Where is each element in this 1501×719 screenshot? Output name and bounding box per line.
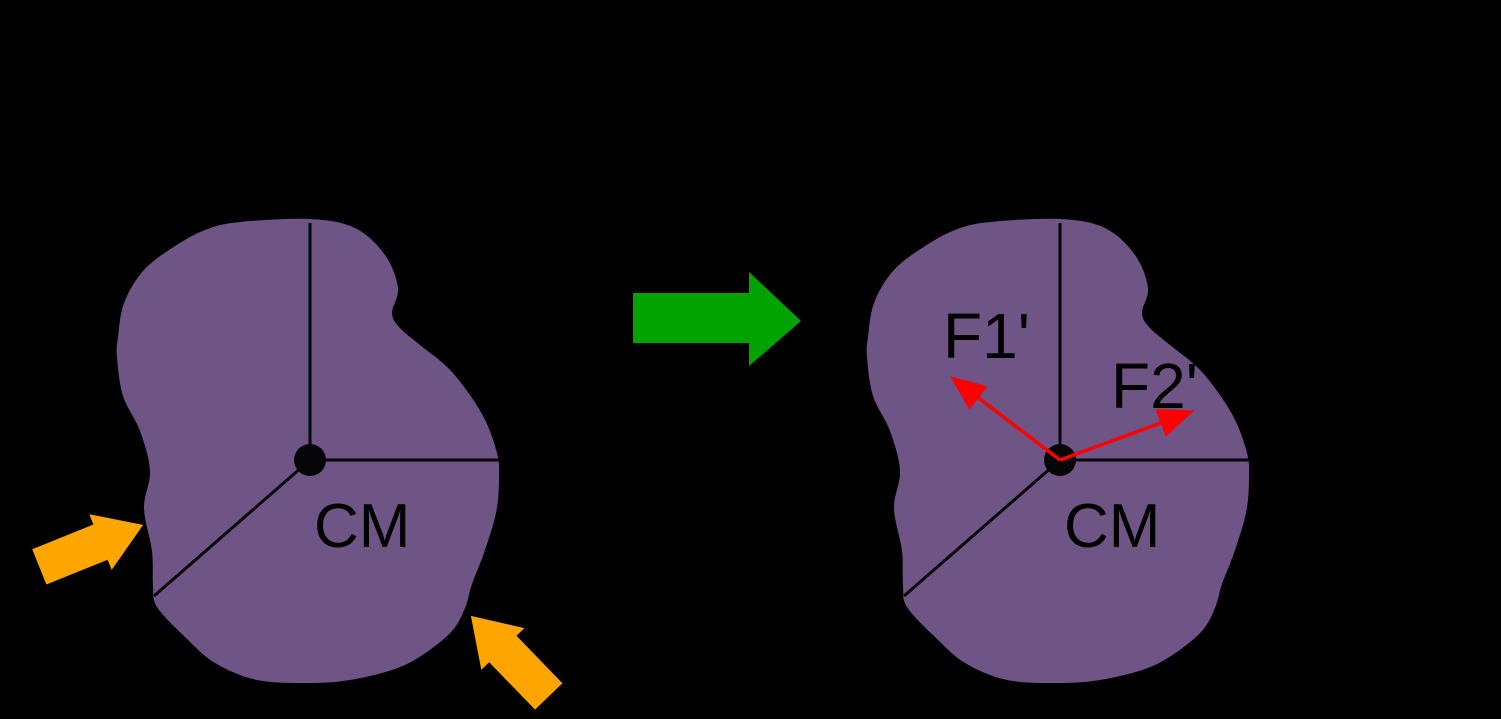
svg-text:F2': F2' xyxy=(1111,350,1198,422)
svg-text:F1': F1' xyxy=(943,300,1030,372)
svg-text:CM: CM xyxy=(1064,492,1160,561)
svg-text:CM: CM xyxy=(314,492,410,561)
